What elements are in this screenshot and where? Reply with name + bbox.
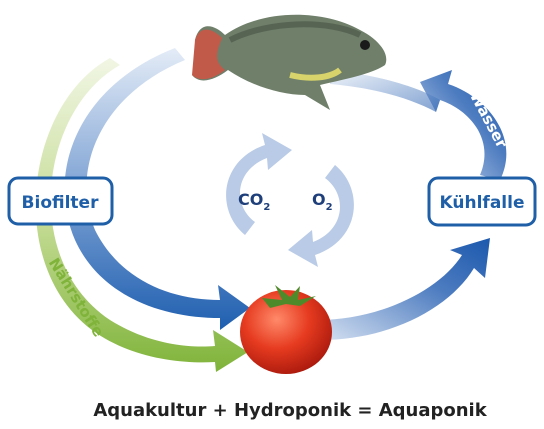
node-label: Biofilter	[22, 193, 100, 213]
fish	[192, 15, 386, 110]
gas-arrow-right	[288, 165, 354, 267]
flow-label: Wasser	[123, 228, 183, 280]
aquaponics-diagram: Biofilter Kühlfalle Wasser Nährstoffe Wa…	[0, 0, 544, 429]
gas-arrow-left	[226, 133, 292, 235]
tomato	[240, 285, 332, 374]
node-label: Kühlfalle	[440, 193, 525, 213]
caption: Aquakultur + Hydroponik = Aquaponik	[93, 400, 487, 421]
gas-label: O2	[312, 190, 333, 213]
